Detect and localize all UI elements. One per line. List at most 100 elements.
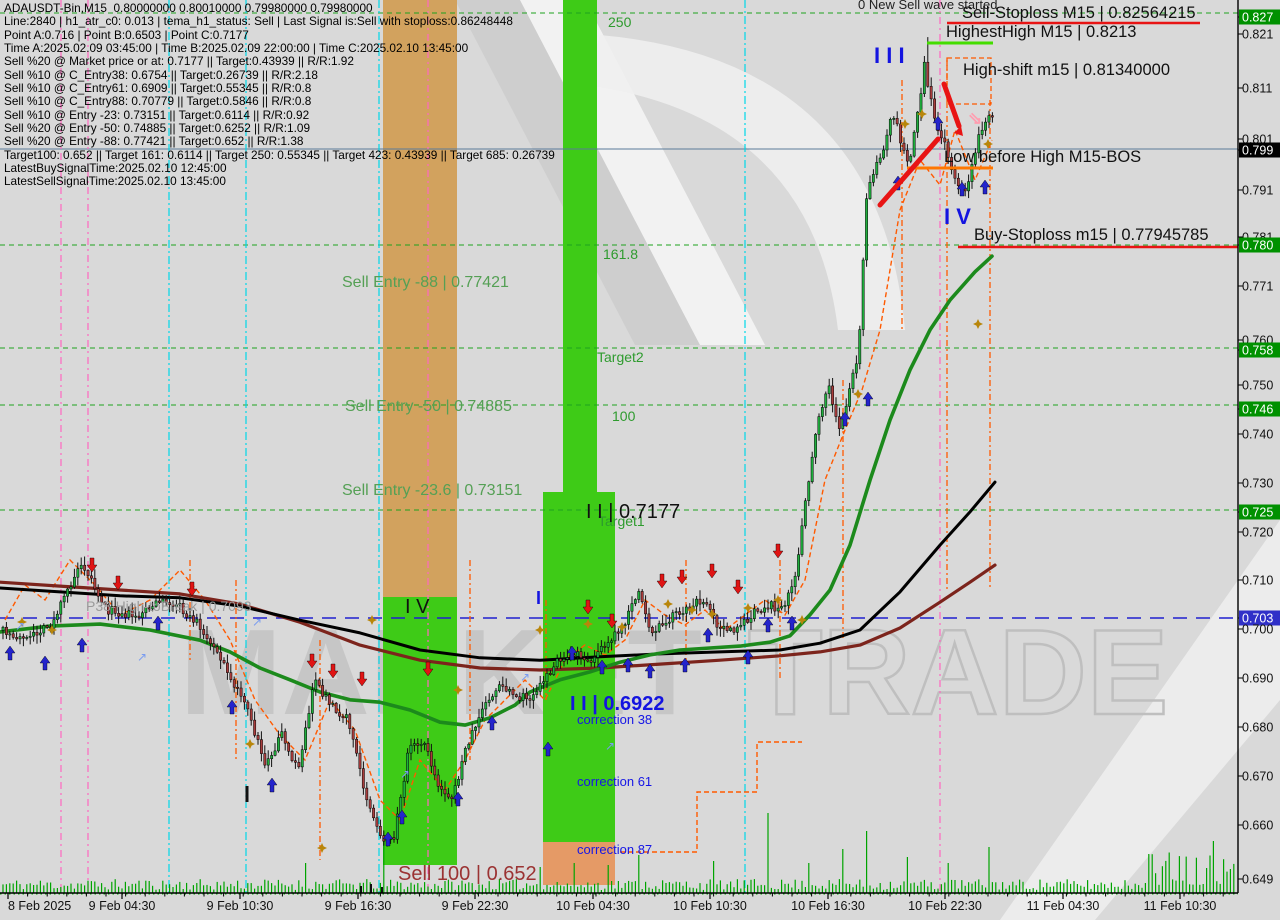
- candle-body: [827, 385, 831, 395]
- volume-bar: [1233, 863, 1235, 893]
- volume-bar: [665, 883, 667, 893]
- volume-bar: [29, 883, 31, 893]
- volume-bar: [536, 884, 538, 893]
- volume-bar: [532, 885, 534, 893]
- volume-bar: [328, 883, 330, 893]
- time-axis-label: 9 Feb 04:30: [89, 899, 156, 913]
- volume-bar: [505, 882, 507, 893]
- candle-body: [545, 673, 549, 682]
- volume-bar: [488, 881, 490, 893]
- time-axis-label: 9 Feb 22:30: [442, 899, 509, 913]
- volume-bar: [934, 889, 936, 893]
- candle-body: [892, 118, 896, 120]
- volume-bar: [889, 881, 891, 893]
- candle-body: [327, 694, 331, 705]
- candle-body: [253, 719, 257, 736]
- volume-bar: [427, 886, 429, 893]
- candle-body: [967, 181, 970, 192]
- volume-bar: [97, 886, 99, 893]
- candle-body: [11, 633, 15, 638]
- volume-bar: [284, 885, 286, 893]
- volume-bar: [784, 883, 786, 893]
- volume-bar: [267, 880, 269, 893]
- candle-body: [457, 779, 460, 786]
- candle-body: [66, 588, 69, 597]
- candle-body: [215, 646, 219, 653]
- buy-arrow-icon: [979, 179, 991, 195]
- volume-bar: [152, 885, 154, 893]
- volume-bar: [760, 884, 762, 893]
- volume-bar: [515, 879, 517, 893]
- candle-body: [331, 702, 335, 705]
- volume-bar: [604, 888, 606, 893]
- volume-bar: [879, 883, 881, 893]
- candle-body: [528, 698, 532, 701]
- volume-bar: [726, 884, 728, 893]
- label-sell-entry-50: Sell Entry -50 | 0.74885: [345, 398, 512, 415]
- candle-body: [243, 695, 246, 703]
- label-sell-100: Sell 100 | 0.652: [398, 863, 537, 885]
- star-icon: [853, 389, 863, 399]
- label-sell-entry-23-6: Sell Entry -23.6 | 0.73151: [342, 482, 522, 499]
- volume-bar: [1121, 888, 1123, 893]
- buy-arrow-icon: [786, 615, 798, 631]
- volume-bar: [689, 887, 691, 893]
- candle-body: [324, 694, 328, 697]
- candle-body: [171, 604, 175, 607]
- candle-body: [361, 768, 365, 789]
- candle-body: [175, 604, 178, 607]
- volume-bar: [138, 880, 140, 893]
- volume-bar: [519, 889, 521, 893]
- price-axis-label: 0.780: [1242, 239, 1273, 253]
- candle-body: [480, 708, 484, 718]
- wave-tick-mark: [245, 786, 249, 802]
- volume-bar: [281, 883, 283, 893]
- volume-bar: [855, 884, 857, 893]
- candle-body: [474, 726, 477, 731]
- volume-bar: [1059, 881, 1061, 893]
- label-wave-iv-black: I V: [405, 596, 430, 618]
- price-axis-label: 0.771: [1242, 280, 1273, 294]
- candle-body: [871, 174, 875, 183]
- volume-bar: [923, 879, 925, 893]
- band-green: [383, 597, 457, 865]
- candle-body: [426, 743, 430, 752]
- label-sell-stoploss: Sell-Stoploss M15 | 0.82564215: [962, 4, 1196, 22]
- candle-body: [589, 660, 593, 663]
- volume-bar: [631, 881, 633, 893]
- volume-bar: [1212, 841, 1214, 893]
- volume-bar: [135, 883, 137, 893]
- candle-body: [406, 752, 409, 782]
- volume-bar: [1110, 882, 1112, 893]
- volume-bar: [1151, 854, 1153, 893]
- candle-body: [888, 119, 892, 136]
- volume-bar: [332, 883, 334, 893]
- candle-body: [926, 61, 930, 87]
- candle-body: [820, 407, 824, 417]
- volume-bar: [577, 886, 579, 893]
- candle-body: [501, 684, 505, 687]
- price-axis-badge: [1239, 237, 1280, 253]
- label-target1: Target1: [598, 513, 645, 529]
- sar-trailing-lines: [4, 57, 993, 853]
- volume-bar: [617, 881, 619, 893]
- volume-bar: [900, 885, 902, 893]
- price-axis-label: 0.649: [1242, 873, 1273, 887]
- candle-body: [752, 608, 756, 619]
- volume-bar: [607, 865, 609, 893]
- candle-body: [899, 123, 902, 144]
- candle-body: [419, 744, 423, 746]
- volume-bar: [862, 886, 864, 893]
- volume-bar: [43, 885, 45, 893]
- volume-bar: [1015, 885, 1017, 893]
- hollow-arrow-icon: ↗: [400, 767, 410, 781]
- volume-bar: [570, 885, 572, 893]
- volume-bar: [305, 863, 307, 893]
- volume-bar: [417, 883, 419, 893]
- volume-bar: [937, 888, 939, 893]
- volume-bar: [118, 886, 120, 893]
- volume-bar: [801, 880, 803, 893]
